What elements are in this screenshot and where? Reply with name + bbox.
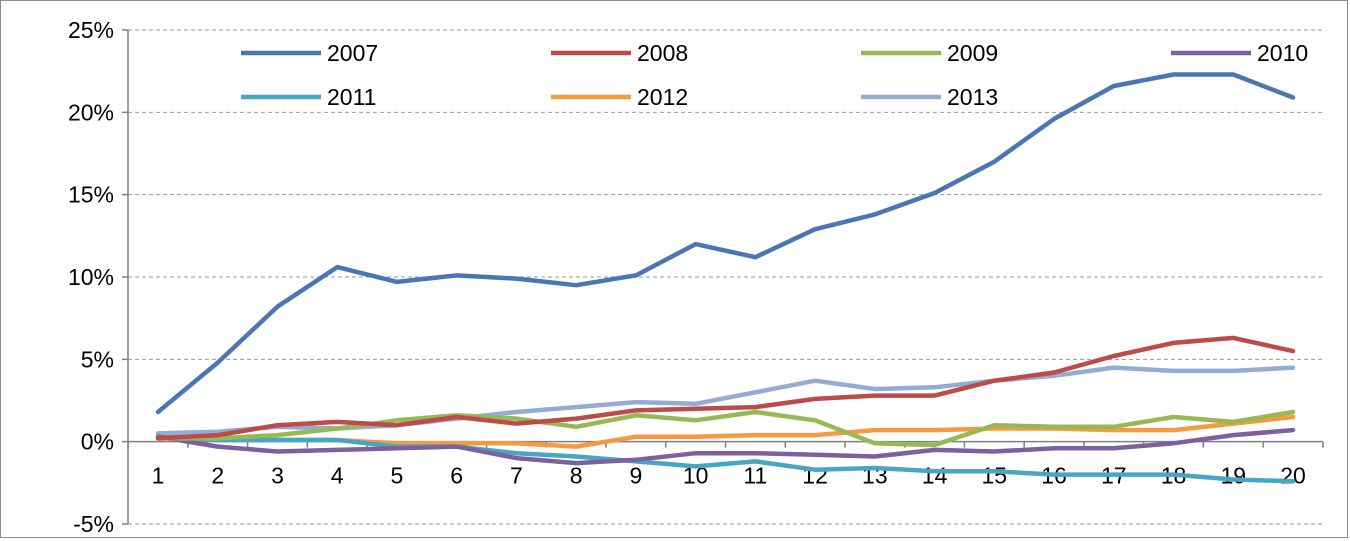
x-tick-label: 20 bbox=[1280, 463, 1306, 489]
series-line-2009 bbox=[155, 409, 1296, 448]
y-tick-label: 10% bbox=[68, 264, 114, 290]
x-tick-label: 6 bbox=[450, 463, 463, 489]
x-tick-label: 15 bbox=[982, 463, 1008, 489]
legend-label-2007: 2007 bbox=[327, 40, 378, 66]
series-line-2007 bbox=[155, 72, 1296, 415]
x-tick-label: 14 bbox=[922, 463, 948, 489]
y-tick-label: 25% bbox=[68, 17, 114, 43]
legend-label-2011: 2011 bbox=[327, 84, 376, 110]
x-tick-label: 3 bbox=[271, 463, 284, 489]
x-tick-label: 7 bbox=[510, 463, 523, 489]
y-tick-label: 0% bbox=[81, 429, 114, 455]
series-line-2010 bbox=[155, 427, 1296, 466]
legend-label-2009: 2009 bbox=[947, 40, 998, 66]
series-line-2011 bbox=[155, 434, 1296, 484]
legend-label-2008: 2008 bbox=[637, 40, 688, 66]
gridlines bbox=[128, 29, 1323, 525]
y-tick-label: 20% bbox=[68, 99, 114, 125]
x-tick-label: 4 bbox=[331, 463, 344, 489]
series-line-2008 bbox=[155, 335, 1296, 441]
y-tick-label: -5% bbox=[73, 511, 114, 537]
legend-label-2013: 2013 bbox=[947, 84, 998, 110]
x-tick-label: 19 bbox=[1220, 463, 1246, 489]
y-tick-label: 15% bbox=[68, 182, 114, 208]
x-tick-label: 5 bbox=[391, 463, 404, 489]
legend-label-2010: 2010 bbox=[1257, 40, 1308, 66]
legend: 2007 2008 2009 2010 2011 2012 2013 bbox=[241, 40, 1308, 110]
x-tick-label: 9 bbox=[629, 463, 642, 489]
x-tick-label: 1 bbox=[152, 463, 165, 489]
y-tick-label: 5% bbox=[81, 346, 114, 372]
x-tick-label: 11 bbox=[743, 463, 767, 489]
axes: -5%0%5%10%15%20%25%1 2 3 4 5 6 7 8 9 10 11 12 13 14 15… bbox=[68, 17, 1324, 537]
x-tick-label: 8 bbox=[570, 463, 583, 489]
legend-label-2012: 2012 bbox=[637, 84, 688, 110]
x-tick-label: 2 bbox=[211, 463, 224, 489]
series-lines bbox=[155, 72, 1296, 484]
